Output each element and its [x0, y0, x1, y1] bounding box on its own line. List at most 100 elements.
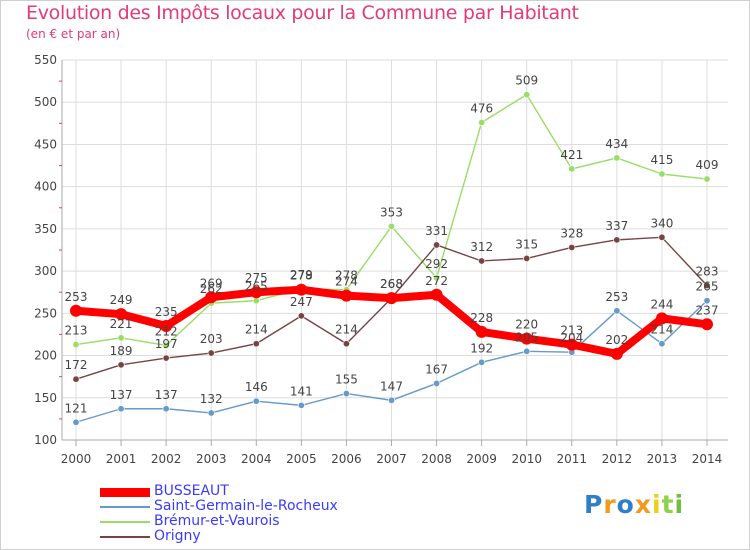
x-tick-label: 2003: [196, 452, 227, 466]
x-tick-label: 2000: [61, 452, 92, 466]
legend-swatch: [100, 506, 150, 508]
data-point: [117, 405, 125, 413]
data-label: 214: [335, 323, 358, 337]
data-point: [385, 292, 398, 305]
data-label: 274: [335, 275, 358, 289]
y-tick-label: 300: [34, 264, 57, 278]
data-label: 272: [425, 274, 448, 288]
chart-subtitle: (en € et par an): [26, 27, 121, 41]
y-tick-label: 100: [34, 433, 57, 447]
chart-title: Evolution des Impôts locaux pour la Comm…: [26, 2, 579, 24]
data-label: 353: [380, 205, 403, 219]
data-label: 265: [696, 280, 719, 294]
x-tick-label: 2006: [331, 452, 362, 466]
data-point: [523, 91, 531, 99]
data-label: 204: [560, 331, 583, 345]
data-point: [250, 286, 263, 299]
legend-swatch: [100, 521, 150, 523]
x-tick-label: 2007: [376, 452, 407, 466]
data-label: 172: [65, 358, 88, 372]
data-label: 279: [290, 268, 313, 282]
data-label: 331: [425, 224, 448, 238]
data-point: [342, 390, 350, 398]
data-point: [478, 118, 486, 126]
data-label: 155: [335, 373, 358, 387]
data-point: [433, 241, 441, 249]
data-label: 268: [380, 277, 403, 291]
legend-swatch: [100, 488, 150, 497]
y-tick-label: 400: [34, 180, 57, 194]
x-tick-label: 2014: [692, 452, 723, 466]
data-label: 137: [155, 388, 178, 402]
data-point: [568, 243, 576, 251]
data-label: 244: [650, 297, 673, 311]
data-point: [297, 312, 305, 320]
data-point: [252, 397, 260, 405]
data-point: [613, 236, 621, 244]
data-label: 212: [155, 324, 178, 338]
data-point: [523, 347, 531, 355]
data-point: [568, 165, 576, 173]
data-label: 220: [515, 318, 538, 332]
data-point: [433, 379, 441, 387]
data-label: 253: [605, 290, 628, 304]
data-point: [703, 281, 711, 289]
y-tick-label: 150: [34, 391, 57, 405]
data-label: 337: [605, 219, 628, 233]
logo-letter: P: [584, 490, 604, 519]
y-tick-label: 500: [34, 95, 57, 109]
logo-letter: r: [603, 490, 617, 519]
data-point: [520, 332, 533, 345]
x-tick-label: 2001: [106, 452, 137, 466]
data-label: 205: [515, 330, 538, 344]
data-point: [252, 340, 260, 348]
data-label: 147: [380, 379, 403, 393]
x-tick-label: 2002: [151, 452, 182, 466]
data-point: [478, 257, 486, 265]
data-label: 192: [470, 341, 493, 355]
x-tick-label: 2012: [602, 452, 633, 466]
x-tick-label: 2013: [647, 452, 678, 466]
logo-letter: x: [634, 490, 652, 519]
logo-letter: i: [674, 490, 685, 519]
data-point: [297, 401, 305, 409]
data-label: 146: [245, 380, 268, 394]
data-point: [610, 347, 623, 360]
data-label: 409: [696, 158, 719, 172]
x-tick-label: 2011: [557, 452, 588, 466]
data-point: [162, 405, 170, 413]
data-label: 214: [245, 323, 268, 337]
x-tick-label: 2009: [466, 452, 497, 466]
data-point: [478, 358, 486, 366]
data-label: 415: [650, 153, 673, 167]
data-label: 213: [65, 324, 88, 338]
legend-label: Brémur-et-Vaurois: [154, 513, 280, 529]
data-point: [565, 338, 578, 351]
data-point: [205, 291, 218, 304]
data-point: [207, 349, 215, 357]
data-point: [387, 396, 395, 404]
data-label: 137: [110, 388, 133, 402]
data-label: 189: [110, 344, 133, 358]
legend-label: Saint-Germain-le-Rocheux: [154, 498, 338, 514]
data-point: [162, 341, 170, 349]
data-label: 283: [696, 264, 719, 278]
x-tick-label: 2005: [286, 452, 317, 466]
data-label: 278: [290, 269, 313, 283]
data-label: 421: [560, 148, 583, 162]
data-point: [387, 222, 395, 230]
data-point: [703, 175, 711, 183]
data-point: [658, 170, 666, 178]
data-point: [72, 375, 80, 383]
data-label: 202: [605, 333, 628, 347]
data-label: 237: [696, 303, 719, 317]
data-label: 247: [290, 295, 313, 309]
data-label: 197: [155, 337, 178, 351]
y-tick-label: 450: [34, 137, 57, 151]
data-point: [162, 354, 170, 362]
legend-label: BUSSEAUT: [154, 483, 229, 499]
data-label: 253: [65, 290, 88, 304]
data-label: 340: [650, 216, 673, 230]
data-label: 228: [470, 311, 493, 325]
